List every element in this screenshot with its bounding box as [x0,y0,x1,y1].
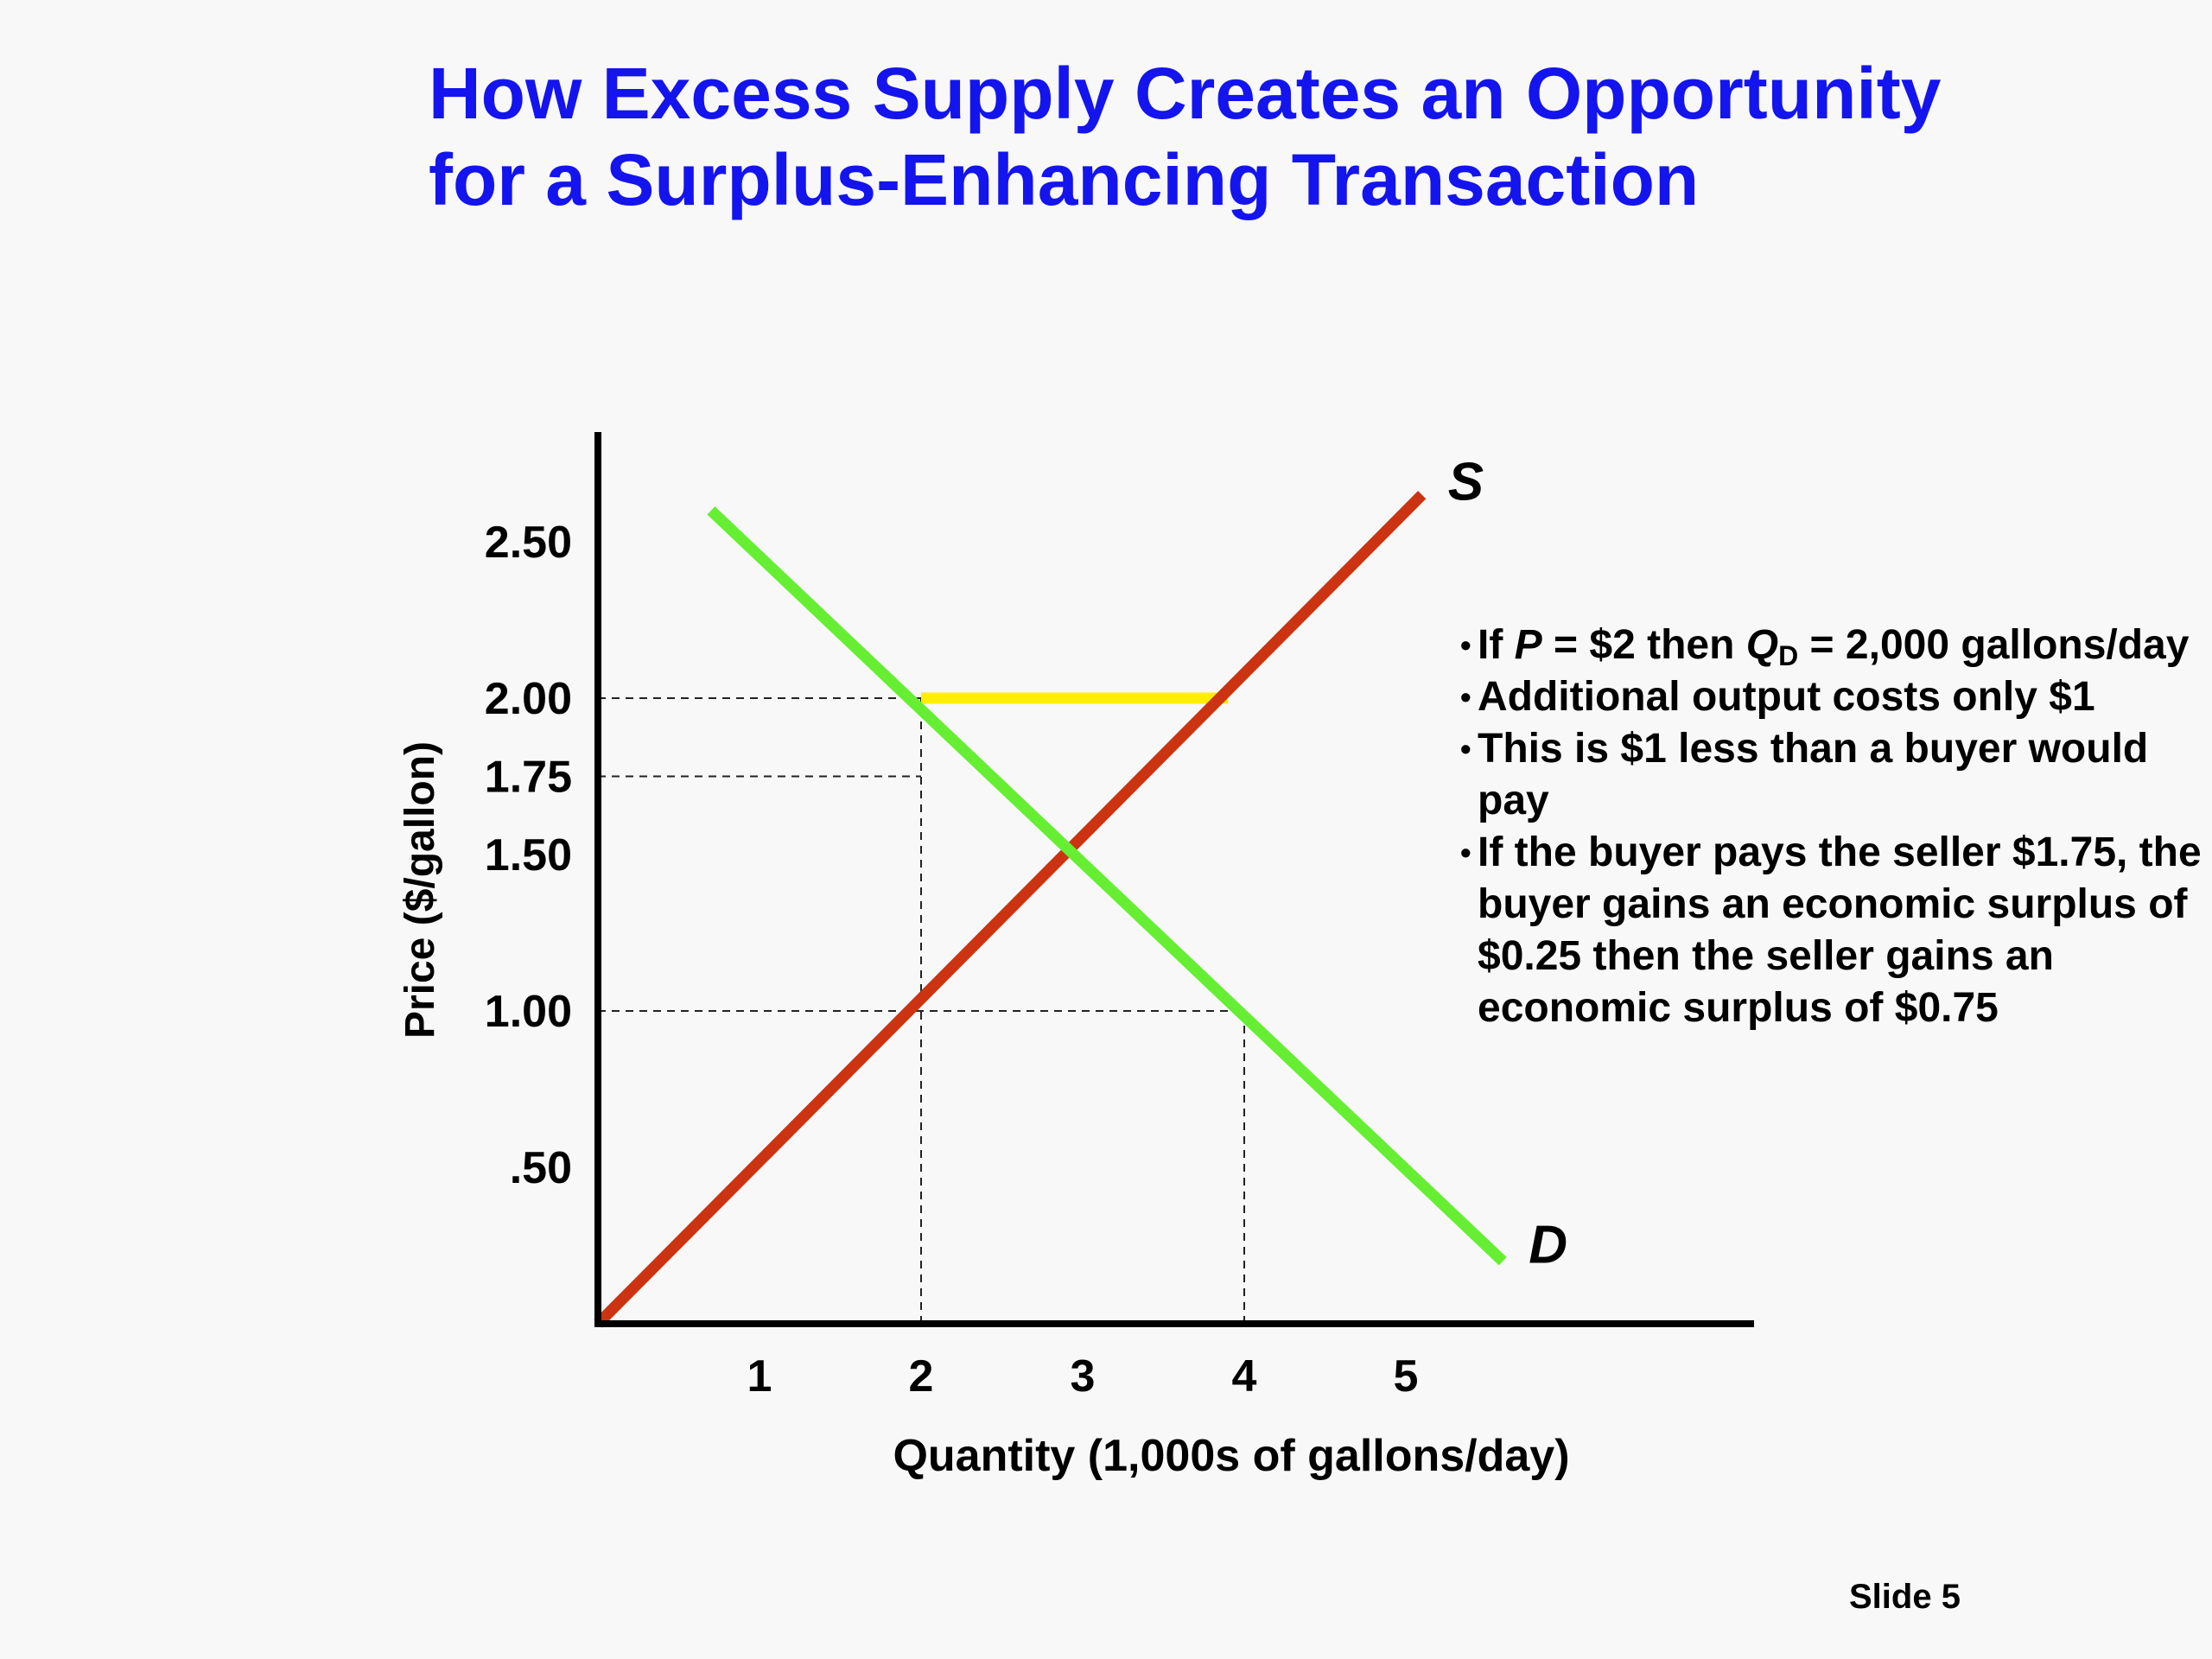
note-item-4: If the buyer pays the seller $1.75, the … [1460,827,2212,1034]
curve-label-s: S [1448,453,1484,512]
x-tick-label: 4 [1232,1351,1257,1402]
note-item-2: Additional output costs only $1 [1460,671,2212,723]
curve-label-d: D [1529,1216,1567,1275]
x-axis-title: Quantity (1,000s of gallons/day) [893,1431,1569,1481]
y-tick-label: .50 [510,1143,572,1193]
y-tick-label: 1.75 [485,753,572,803]
x-tick-label: 5 [1394,1351,1419,1402]
curve-d [707,506,1507,1266]
explanation-list: If P = $2 then QD = 2,000 gallons/day Ad… [1460,620,2212,1034]
note-item-3: This is $1 less than a buyer would pay [1460,723,2212,827]
x-tick-label: 1 [747,1351,772,1402]
title-line-2: for a Surplus-Enhancing Transaction [429,139,1700,220]
y-tick-label: 1.00 [485,987,572,1037]
tick-labels: 1 2 3 4 5 .50 1.00 1.50 1.75 2.00 2.50 [485,518,1419,1402]
guide-lines [598,697,1245,1324]
y-axis-title: Price ($/gallon) [397,741,443,1039]
note-item-1: If P = $2 then QD = 2,000 gallons/day [1460,620,2212,671]
y-tick-label: 2.00 [485,674,572,724]
slide-number: Slide 5 [1849,1578,1961,1616]
x-tick-label: 2 [909,1351,934,1402]
curve-s [594,491,1427,1328]
y-tick-label: 2.50 [485,518,572,568]
curves: SD [594,453,1567,1328]
slide-title: How Excess Supply Creates an Opportunity… [429,50,1941,223]
x-tick-label: 3 [1071,1351,1096,1402]
y-tick-label: 1.50 [485,830,572,880]
axes [594,432,1754,1327]
title-line-1: How Excess Supply Creates an Opportunity [429,53,1942,134]
